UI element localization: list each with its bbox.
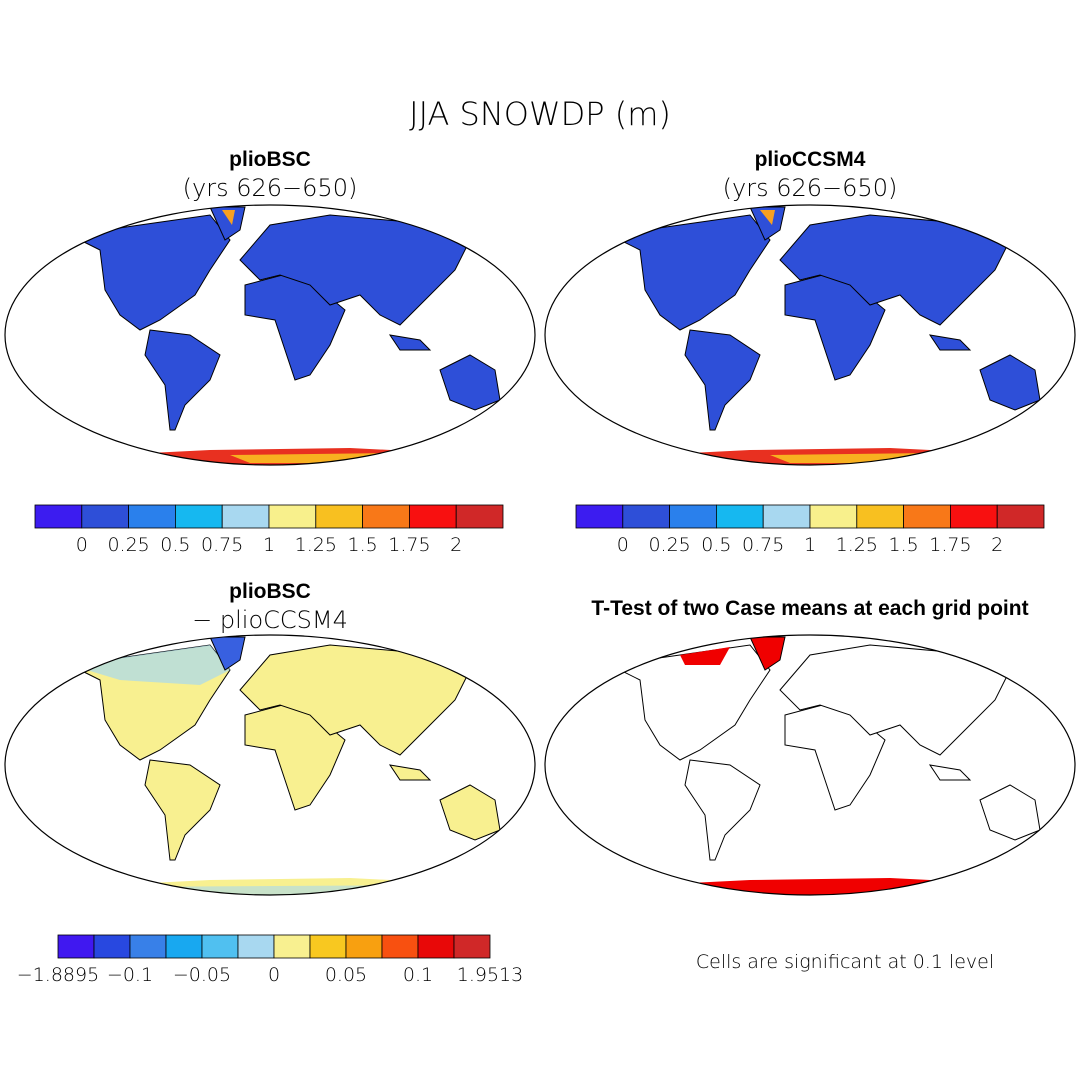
colorbar-label: −0.05 (173, 964, 231, 986)
colorbar-box (362, 504, 410, 529)
colorbar-box (408, 504, 457, 529)
colorbar-box (575, 504, 624, 529)
colorbar-box (129, 934, 167, 959)
colorbar-box (34, 504, 83, 529)
map (544, 204, 1076, 466)
figure-title: JJA SNOWDP (m) (409, 95, 671, 133)
colorbar-label: −1.8895 (17, 964, 99, 986)
map (4, 204, 536, 466)
colorbar-box (165, 934, 203, 959)
colorbar-label: 1.5 (888, 534, 918, 556)
colorbar-label: 1.75 (929, 534, 971, 556)
colorbar-label: 0.75 (201, 534, 243, 556)
colorbar-label: 1 (263, 534, 275, 556)
colorbar-box (309, 934, 347, 959)
colorbar-box (201, 934, 239, 959)
colorbar-label: −0.1 (107, 964, 153, 986)
colorbar-box (273, 934, 311, 959)
significance-note: Cells are significant at 0.1 level (696, 951, 994, 973)
colorbar-box (455, 504, 504, 529)
map (544, 634, 1076, 896)
panel-subtitle: − plioCCSM4 (192, 606, 348, 634)
colorbar-label: 0.1 (403, 964, 433, 986)
colorbar-label: 0 (617, 534, 629, 556)
panel-title: plioCCSM4 (755, 148, 866, 171)
colorbar-box (996, 504, 1045, 529)
colorbar-box (417, 934, 455, 959)
colorbar-box (345, 934, 383, 959)
colorbar-box (237, 934, 275, 959)
colorbar-label: 0.25 (648, 534, 690, 556)
map (4, 634, 536, 896)
colorbar-box (856, 504, 904, 529)
colorbar-box (381, 934, 419, 959)
colorbar-label: 0.25 (107, 534, 149, 556)
colorbar-box (221, 504, 270, 529)
colorbar-box (669, 504, 717, 529)
colorbar-box (950, 504, 998, 529)
panel-title: T-Test of two Case means at each grid po… (591, 597, 1028, 620)
colorbar-box (762, 504, 811, 529)
panel-subtitle: (yrs 626−650) (183, 174, 358, 202)
colorbar-box (128, 504, 176, 529)
colorbar-box (622, 504, 670, 529)
colorbar-box (903, 504, 951, 529)
colorbar-label: 1.25 (836, 534, 878, 556)
colorbar-label: 1.5 (347, 534, 377, 556)
colorbar-label: 1.9513 (457, 964, 523, 986)
colorbar-box (809, 504, 858, 529)
colorbar-box (716, 504, 764, 529)
panel-title: plioBSC (229, 148, 311, 171)
colorbar-label: 1.75 (388, 534, 430, 556)
colorbar-box (81, 504, 130, 529)
colorbar-box (93, 934, 131, 959)
colorbar-label: 2 (991, 534, 1003, 556)
colorbar-label: 0.75 (742, 534, 784, 556)
colorbar-label: 0 (76, 534, 88, 556)
colorbar-label: 1 (804, 534, 816, 556)
colorbar-label: 2 (450, 534, 462, 556)
colorbar-box (57, 934, 95, 959)
colorbar-label: 1.25 (295, 534, 337, 556)
colorbar-box (315, 504, 363, 529)
colorbar-box (268, 504, 317, 529)
colorbar-label: 0.5 (160, 534, 190, 556)
panel-title: plioBSC (229, 580, 311, 603)
colorbar-label: 0.5 (701, 534, 731, 556)
colorbar-box (453, 934, 491, 959)
colorbar-label: 0.05 (325, 964, 367, 986)
colorbar-label: 0 (268, 964, 280, 986)
panel-subtitle: (yrs 626−650) (723, 174, 898, 202)
colorbar-box (174, 504, 223, 529)
